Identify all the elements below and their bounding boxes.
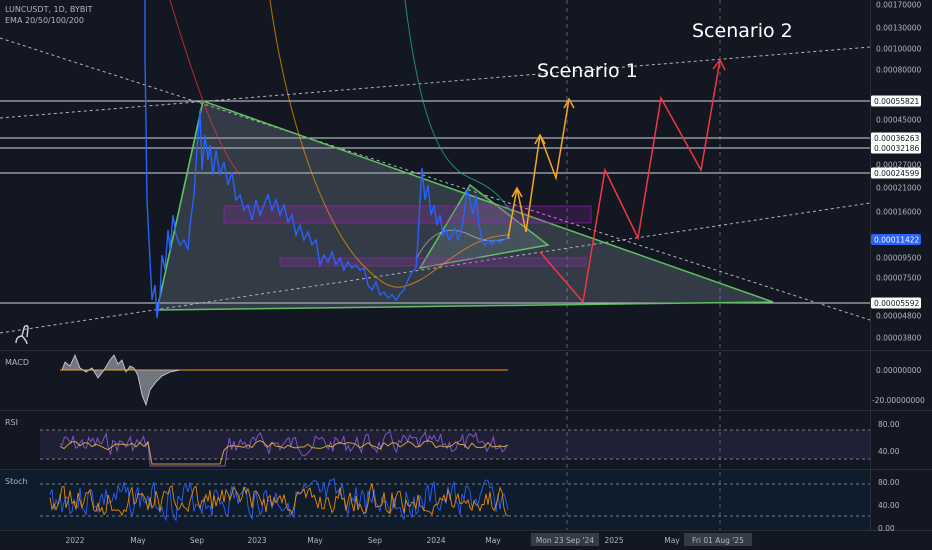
price-axis[interactable]: 0.00170000 0.00130000 0.00100000 0.00080000…	[876, 1, 922, 343]
rsi-axis-0: 80.00	[878, 420, 900, 429]
rsi-ma-line	[59, 440, 509, 465]
price-axis-label: 0.00016000	[876, 208, 922, 217]
time-axis-label: 2025	[604, 536, 623, 545]
macd-axis-0: 0.00000000	[876, 366, 922, 375]
level-tag-text: 0.00032186	[874, 144, 920, 153]
time-axis-label: Sep	[190, 536, 204, 545]
price-axis-label: 0.00027000	[876, 161, 922, 170]
level-tag-box	[871, 132, 921, 144]
price-axis-label: 0.00004800	[876, 312, 922, 321]
time-axis-label: Sep	[368, 536, 382, 545]
inner-triangle	[418, 183, 550, 270]
time-axis-label: May	[307, 536, 323, 545]
time-axis-label: Mon 23 Sep '24	[536, 536, 594, 545]
triangle-left-edge	[156, 100, 204, 311]
stoch-pane-bg	[0, 470, 870, 530]
price-axis-label: 0.00100000	[876, 45, 922, 54]
rsi-title: RSI	[5, 418, 18, 427]
stoch-axis-0: 80.00	[878, 478, 900, 487]
level-tag-text: 0.00036263	[874, 134, 920, 143]
price-axis-label: 0.00080000	[876, 66, 922, 75]
stoch-axis-2: 0.00	[878, 524, 895, 533]
macd-histogram	[61, 353, 181, 407]
rsi-pane[interactable]	[40, 429, 870, 467]
stoch-k-line	[49, 477, 509, 522]
level-tag-text: 0.00024599	[874, 169, 920, 178]
time-axis-highlight	[530, 533, 600, 546]
price-axis-label: 0.00021000	[876, 184, 922, 193]
scenario1-arrowheads	[511, 97, 575, 198]
price-pane[interactable]: Scenario 1 Scenario 2	[0, 0, 870, 345]
projection-time-lines	[566, 0, 721, 530]
price-axis-label: 0.00045000	[876, 116, 922, 125]
macd-axis-1: -20.00000000	[872, 396, 925, 405]
level-tag-box	[871, 95, 921, 107]
scenario2-path	[539, 59, 721, 304]
macd-title: MACD	[5, 358, 29, 367]
level-tag-box	[871, 167, 921, 179]
price-axis-label: 0.00170000	[876, 1, 922, 10]
time-axis-label: May	[664, 536, 680, 545]
scenario1-path	[507, 98, 570, 239]
price-line	[144, 0, 509, 319]
time-axis-highlight	[683, 533, 753, 546]
price-axis-label: 0.00130000	[876, 24, 922, 33]
stoch-pane[interactable]	[40, 477, 870, 522]
scenario2-label: Scenario 2	[692, 20, 793, 42]
rsi-band	[40, 430, 870, 459]
time-axis-label: Fri 01 Aug '25	[692, 536, 744, 545]
symbol-header: LUNCUSDT, 1D, BYBIT	[5, 5, 93, 14]
oscillator-axes: 0.00000000 -20.00000000 80.00 40.00 80.0…	[872, 366, 925, 533]
stoch-d-line	[49, 483, 509, 517]
level-tag-box	[871, 142, 921, 154]
level-tag-box	[871, 297, 921, 309]
price-axis-label: 0.00009500	[876, 254, 922, 263]
scenario2-arrowhead	[712, 58, 726, 71]
time-axis-label: 2022	[65, 536, 84, 545]
ema-curves	[169, 0, 516, 288]
price-axis-label: 0.00003800	[876, 334, 922, 343]
last-price-text: 0.00011422	[874, 236, 920, 245]
time-axis-label: 2023	[247, 536, 266, 545]
time-axis-label: May	[485, 536, 501, 545]
time-axis-label: 2024	[426, 536, 445, 545]
pane-separators	[0, 0, 932, 531]
level-tag-text: 0.00055821	[874, 97, 920, 106]
price-axis-label: 0.00007500	[876, 274, 922, 283]
time-axis[interactable]: 2022 May Sep 2023 May Sep 2024 May Mon 23 Sep '2…	[65, 533, 753, 546]
scenario1-label: Scenario 1	[537, 60, 638, 82]
level-tag-text: 0.00005592	[874, 299, 920, 308]
stoch-title: Stoch	[5, 477, 28, 486]
dino-logo-icon	[15, 325, 29, 345]
resistance-zone	[223, 205, 592, 224]
rsi-line	[59, 430, 508, 467]
last-price-tag: 0.00011422	[871, 234, 921, 245]
stoch-axis-1: 40.00	[878, 501, 900, 510]
rsi-axis-1: 40.00	[878, 447, 900, 456]
macd-pane[interactable]	[60, 353, 508, 407]
support-zone	[279, 257, 587, 267]
time-axis-label: May	[130, 536, 146, 545]
indicator-header: EMA 20/50/100/200	[5, 16, 84, 25]
